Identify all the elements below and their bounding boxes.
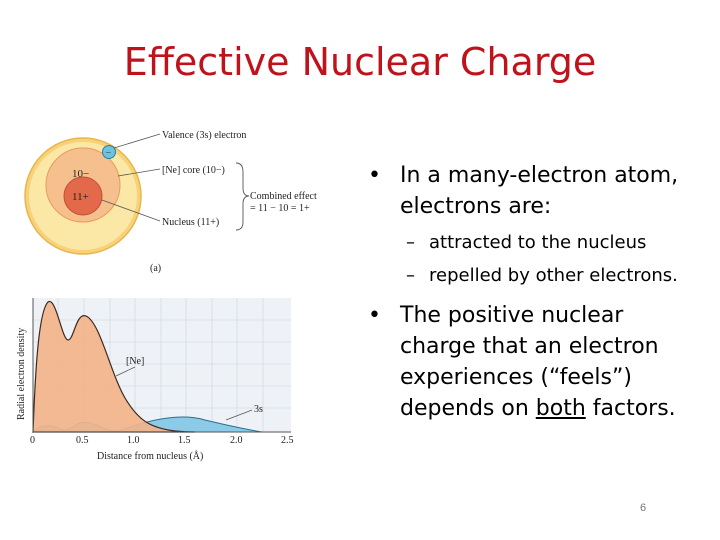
nucleus-charge-label: 11+ bbox=[72, 191, 89, 203]
bullet-dot: • bbox=[368, 163, 381, 188]
nucleus-label: Nucleus (11+) bbox=[162, 217, 219, 228]
bullet-text-line: electrons are: bbox=[400, 194, 552, 219]
underlined-both: both bbox=[535, 396, 586, 421]
leader-nucleus bbox=[101, 199, 161, 222]
bullet-dot: • bbox=[368, 303, 381, 328]
combined-label-1: Combined effect bbox=[250, 191, 317, 202]
y-axis-label: Radial electron density bbox=[16, 328, 27, 420]
bullet-text-line: The positive nuclear bbox=[400, 303, 624, 328]
combined-brace bbox=[235, 162, 250, 231]
combined-label-2: = 11 − 10 = 1+ bbox=[250, 203, 310, 214]
x-ticks: 0 0.5 1.0 1.5 2.0 2.5 bbox=[30, 435, 294, 446]
panel-a-label: (a) bbox=[150, 263, 161, 274]
atom-diagram: 10− 11+ − Valence (3s) electron [Ne] cor… bbox=[24, 130, 317, 274]
valence-electron bbox=[102, 145, 116, 159]
subbullet-attracted: – attracted to the nucleus bbox=[368, 231, 713, 255]
x-tick-3: 1.5 bbox=[178, 435, 191, 446]
electron-sign: − bbox=[106, 148, 112, 159]
page-number: 6 bbox=[640, 502, 647, 514]
bullet-many-electron: • In a many-electron atom, electrons are… bbox=[368, 160, 713, 222]
subbullet-text: repelled by other electrons. bbox=[429, 265, 678, 286]
core-charge-label: 10− bbox=[72, 168, 89, 180]
valence-label: Valence (3s) electron bbox=[162, 130, 246, 141]
ne-leader bbox=[115, 366, 136, 377]
x-tick-1: 0.5 bbox=[76, 435, 89, 446]
core-label: [Ne] core (10−) bbox=[162, 165, 225, 176]
nucleus bbox=[63, 176, 103, 216]
x-tick-4: 2.0 bbox=[230, 435, 243, 446]
curve-ne bbox=[32, 301, 196, 433]
s3-label: 3s bbox=[254, 404, 263, 415]
subbullet-dash: – bbox=[406, 232, 415, 253]
bullet-list: • In a many-electron atom, electrons are… bbox=[368, 160, 713, 424]
bullet-positive-charge: • The positive nuclear charge that an el… bbox=[368, 300, 713, 424]
leader-core bbox=[117, 168, 161, 177]
s3-leader bbox=[225, 409, 253, 421]
subbullet-text: attracted to the nucleus bbox=[429, 232, 647, 253]
subbullet-repelled: – repelled by other electrons. bbox=[368, 264, 713, 288]
x-axis-label: Distance from nucleus (Å) bbox=[97, 450, 203, 462]
x-tick-2: 1.0 bbox=[127, 435, 140, 446]
text-run: factors. bbox=[585, 396, 676, 421]
text-run: depends on bbox=[400, 396, 536, 421]
radial-density-plot: [Ne] 3s 0 0.5 1.0 1.5 2.0 2.5 Distance f… bbox=[16, 298, 294, 462]
bullet-text-line: experiences (“feels”) bbox=[400, 365, 632, 390]
x-tick-5: 2.5 bbox=[281, 435, 294, 446]
bullet-text-line: charge that an electron bbox=[400, 334, 659, 359]
ne-label: [Ne] bbox=[126, 356, 144, 367]
bullet-text-line: In a many-electron atom, bbox=[400, 163, 679, 188]
bullet-text-line: depends on both factors. bbox=[400, 393, 713, 424]
slide-title: Effective Nuclear Charge bbox=[123, 40, 597, 84]
x-tick-0: 0 bbox=[30, 435, 35, 446]
subbullet-dash: – bbox=[406, 265, 415, 286]
leader-valence bbox=[113, 133, 161, 149]
